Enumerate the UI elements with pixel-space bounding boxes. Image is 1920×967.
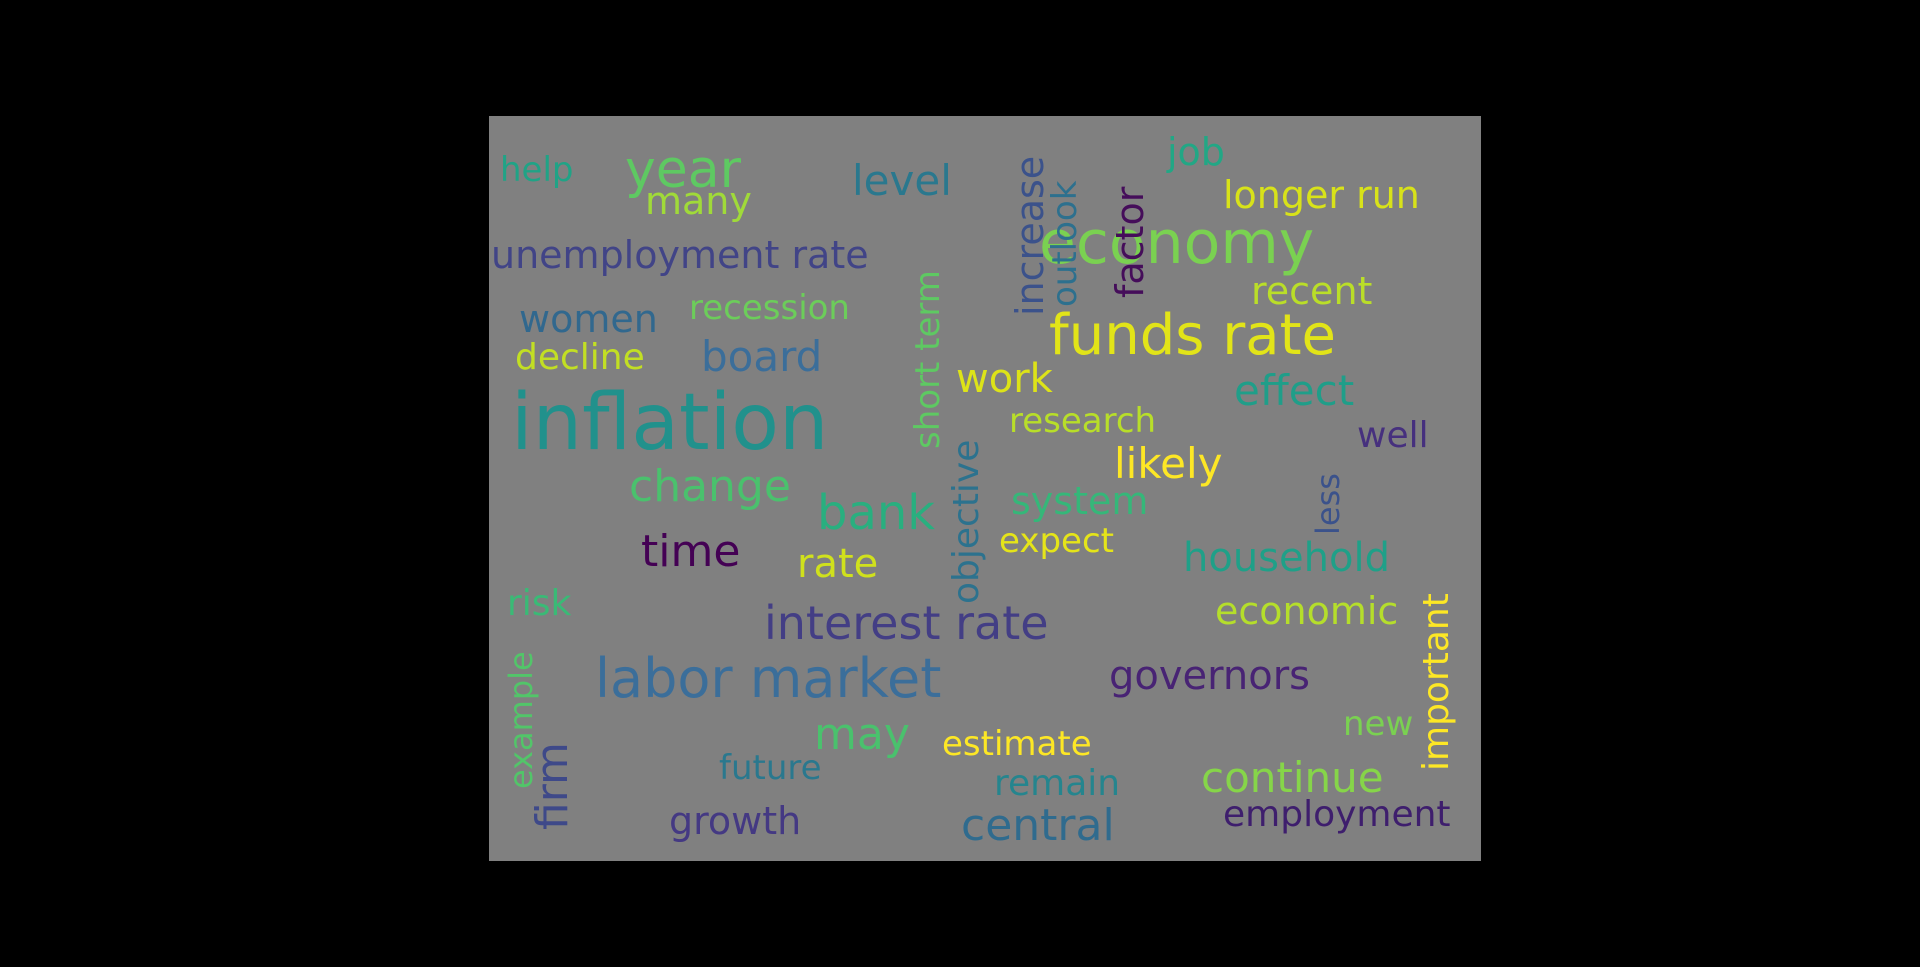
word-central: central xyxy=(961,800,1115,851)
word-board: board xyxy=(701,332,823,381)
word-economic: economic xyxy=(1215,589,1399,633)
word-likely: likely xyxy=(1114,439,1223,488)
word-new: new xyxy=(1343,704,1414,744)
word-change: change xyxy=(629,461,791,512)
word-increase: increase xyxy=(1008,155,1052,316)
word-work: work xyxy=(956,356,1053,402)
word-continue: continue xyxy=(1201,753,1384,802)
word-help: help xyxy=(500,150,574,190)
word-example: example xyxy=(502,651,540,789)
word-important: important xyxy=(1416,593,1457,771)
word-interest-rate: interest rate xyxy=(764,596,1049,650)
word-year: year xyxy=(625,140,742,200)
word-job: job xyxy=(1167,130,1225,174)
word-employment: employment xyxy=(1223,794,1451,835)
word-effect: effect xyxy=(1234,366,1355,415)
word-decline: decline xyxy=(515,337,645,378)
word-funds-rate: funds rate xyxy=(1049,303,1336,368)
word-recent: recent xyxy=(1251,269,1373,313)
word-time: time xyxy=(641,526,741,577)
word-many: many xyxy=(645,179,752,223)
word-longer-run: longer run xyxy=(1223,173,1420,217)
word-future: future xyxy=(719,748,822,788)
word-labor-market: labor market xyxy=(595,647,942,710)
word-governors: governors xyxy=(1109,653,1310,699)
word-bank: bank xyxy=(817,485,936,541)
word-remain: remain xyxy=(994,763,1121,804)
word-may: may xyxy=(814,709,910,760)
word-short-term: short term xyxy=(908,270,948,449)
word-expect: expect xyxy=(999,521,1114,561)
word-factor: factor xyxy=(1108,186,1152,298)
word-cloud: inflation funds rate economy labor marke… xyxy=(489,116,1481,861)
word-risk: risk xyxy=(507,583,572,624)
word-inflation: inflation xyxy=(511,378,829,468)
word-objective: objective xyxy=(946,439,987,604)
word-rate: rate xyxy=(797,541,879,587)
word-outlook: outlook xyxy=(1045,180,1085,307)
word-women: women xyxy=(519,297,658,341)
word-system: system xyxy=(1011,479,1149,523)
word-estimate: estimate xyxy=(942,724,1092,764)
word-less: less xyxy=(1309,473,1347,535)
word-growth: growth xyxy=(669,799,802,843)
word-research: research xyxy=(1009,401,1157,441)
word-economy: economy xyxy=(1039,208,1315,278)
word-recession: recession xyxy=(689,288,850,328)
word-level: level xyxy=(852,156,952,205)
word-household: household xyxy=(1183,535,1390,581)
word-well: well xyxy=(1357,415,1429,456)
word-unemployment-rate: unemployment rate xyxy=(491,233,869,277)
